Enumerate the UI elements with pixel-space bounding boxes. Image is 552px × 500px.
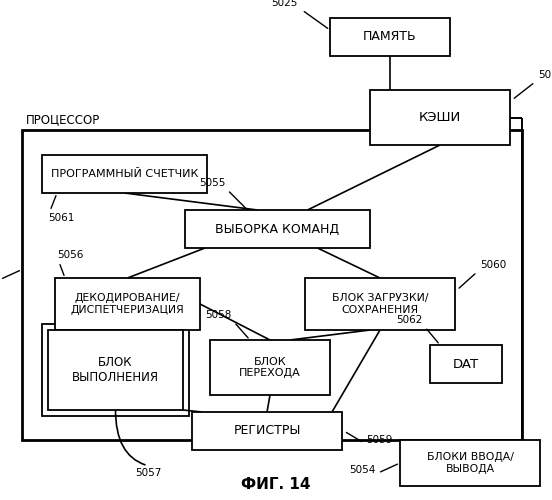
Text: 5054: 5054 — [349, 465, 376, 475]
Text: РЕГИСТРЫ: РЕГИСТРЫ — [233, 424, 301, 438]
Text: ПРОЦЕССОР: ПРОЦЕССОР — [26, 113, 100, 126]
Text: 5061: 5061 — [48, 213, 75, 223]
Text: БЛОК ЗАГРУЗКИ/
СОХРАНЕНИЯ: БЛОК ЗАГРУЗКИ/ СОХРАНЕНИЯ — [332, 293, 428, 315]
Bar — [305, 278, 455, 330]
Bar — [42, 155, 207, 193]
Text: 5057: 5057 — [135, 468, 162, 478]
Text: КЭШИ: КЭШИ — [419, 111, 461, 124]
Bar — [400, 440, 540, 486]
Text: 5058: 5058 — [206, 310, 232, 320]
Bar — [22, 130, 522, 440]
Text: БЛОК
ВЫПОЛНЕНИЯ: БЛОК ВЫПОЛНЕНИЯ — [72, 356, 159, 384]
Text: 5056: 5056 — [57, 250, 83, 260]
Text: ПАМЯТЬ: ПАМЯТЬ — [363, 30, 417, 44]
Bar — [42, 324, 189, 416]
Text: ПРОГРАММНЫЙ СЧЕТЧИК: ПРОГРАММНЫЙ СЧЕТЧИК — [51, 169, 198, 179]
Text: ФИГ. 14: ФИГ. 14 — [241, 477, 311, 492]
Text: БЛОК
ПЕРЕХОДА: БЛОК ПЕРЕХОДА — [239, 356, 301, 378]
Bar — [55, 278, 200, 330]
Text: 5053: 5053 — [538, 70, 552, 80]
Text: 5062: 5062 — [397, 315, 423, 325]
Bar — [48, 330, 183, 410]
Text: DAT: DAT — [453, 358, 479, 370]
Text: 5059: 5059 — [366, 435, 392, 445]
Bar — [330, 18, 450, 56]
Bar — [370, 90, 510, 145]
Text: БЛОКИ ВВОДА/
ВЫВОДА: БЛОКИ ВВОДА/ ВЫВОДА — [427, 452, 513, 474]
Bar — [192, 412, 342, 450]
Text: ВЫБОРКА КОМАНД: ВЫБОРКА КОМАНД — [215, 222, 339, 235]
Bar — [210, 340, 330, 395]
Text: ДЕКОДИРОВАНИЕ/
ДИСПЕТЧЕРИЗАЦИЯ: ДЕКОДИРОВАНИЕ/ ДИСПЕТЧЕРИЗАЦИЯ — [71, 293, 184, 315]
Bar — [185, 210, 370, 248]
Bar — [430, 345, 502, 383]
Text: 5060: 5060 — [480, 260, 506, 270]
Text: 5055: 5055 — [199, 178, 226, 188]
Text: 5025: 5025 — [272, 0, 298, 8]
